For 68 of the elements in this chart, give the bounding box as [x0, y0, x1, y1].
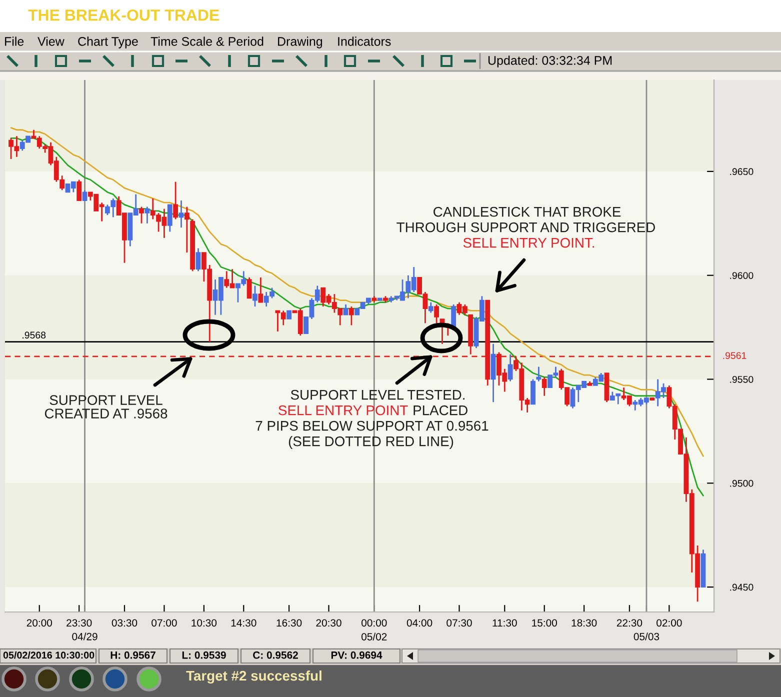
candlestick: [348, 306, 354, 326]
text: Indicators: [338, 36, 391, 46]
y-tick-label: .9550: [730, 376, 754, 383]
candlestick: [144, 206, 150, 224]
x-tick-label: 20:00: [26, 619, 52, 627]
candlestick: [173, 181, 178, 220]
candlestick: [530, 378, 536, 405]
text: File: [5, 36, 24, 46]
text: Updated: 03:32:34 PM: [488, 56, 612, 68]
candlestick: [184, 206, 190, 254]
x-tick-label: 05/03: [634, 632, 660, 640]
x-tick-label: 22:30: [616, 619, 642, 627]
y-tick-label: .9500: [730, 480, 754, 487]
annotation: SUPPORT LEVEL CREATED AT .9568: [44, 395, 168, 418]
x-tick-label: 03:30: [112, 619, 138, 627]
annotation: SUPPORT LEVEL TESTED.: [290, 390, 464, 400]
ref-line-label: .9568: [22, 332, 46, 339]
x-tick-label: 20:30: [316, 619, 342, 627]
x-tick-label: 23:30: [66, 619, 92, 627]
candlestick: [434, 304, 440, 324]
annotation: CANDLESTICK THAT BROKE: [434, 206, 621, 217]
annotation: PLACED: [414, 405, 468, 416]
y-tick-label: .9600: [730, 272, 754, 279]
x-tick-label: 00:00 05/02: [362, 619, 387, 640]
text: Time Scale & Period: [150, 36, 264, 46]
candlestick: [428, 302, 434, 314]
x-tick-label: 07:30: [446, 619, 472, 627]
text: 05/02/2016 10:30:00: [3, 651, 94, 659]
x-tick-label: 04:00: [406, 619, 432, 627]
text: C: 0.9562: [253, 651, 298, 659]
candlestick: [167, 204, 172, 232]
candlestick: [246, 276, 252, 299]
chart-title: THE BREAK-OUT TRADE: [28, 9, 220, 21]
annotation: 7 PIPS BELOW SUPPORT AT 0.9561: [256, 420, 488, 431]
text: Drawing: [278, 36, 322, 48]
annotation: (SEE DOTTED RED LINE): [288, 436, 454, 449]
candlestick: [536, 366, 542, 382]
x-tick-label: 18:30: [572, 619, 597, 627]
x-tick-label: 16:30: [276, 619, 302, 627]
candlestick: [343, 304, 348, 316]
annotation: SELL ENTRY POINT.: [463, 238, 594, 248]
candlestick: [139, 206, 144, 224]
candlestick: [258, 276, 264, 304]
candlestick: [178, 200, 184, 228]
text: Chart Type: [78, 36, 138, 48]
x-tick-label: 04/29: [72, 632, 98, 640]
x-tick-label: 07:00: [152, 619, 177, 627]
candlestick: [252, 285, 258, 308]
text: View: [38, 36, 64, 46]
x-tick-label: 11:30: [492, 619, 517, 627]
annotation: THROUGH SUPPORT AND TRIGGERED: [396, 222, 655, 232]
text: PV: 0.9694: [331, 651, 382, 659]
candlestick: [196, 248, 201, 272]
y-tick-label: .9450: [730, 584, 754, 591]
ref-line-label: .9561: [723, 352, 746, 359]
y-tick-label: .9650: [730, 168, 754, 176]
x-tick-label: 14:30: [231, 619, 256, 627]
x-tick-label: 15:00: [532, 619, 557, 627]
x-tick-label: 02:00: [656, 619, 682, 627]
candlestick: [82, 189, 88, 202]
candlestick: [508, 354, 513, 382]
text: H: 0.9567: [110, 651, 156, 659]
text: L: 0.9539: [182, 651, 226, 659]
text: Target #2 successful: [186, 670, 322, 684]
candlestick: [542, 376, 547, 397]
candlestick: [76, 179, 82, 202]
x-tick-label: 10:30: [192, 619, 217, 627]
annotation: SELL ENTRY POINT: [278, 405, 408, 416]
